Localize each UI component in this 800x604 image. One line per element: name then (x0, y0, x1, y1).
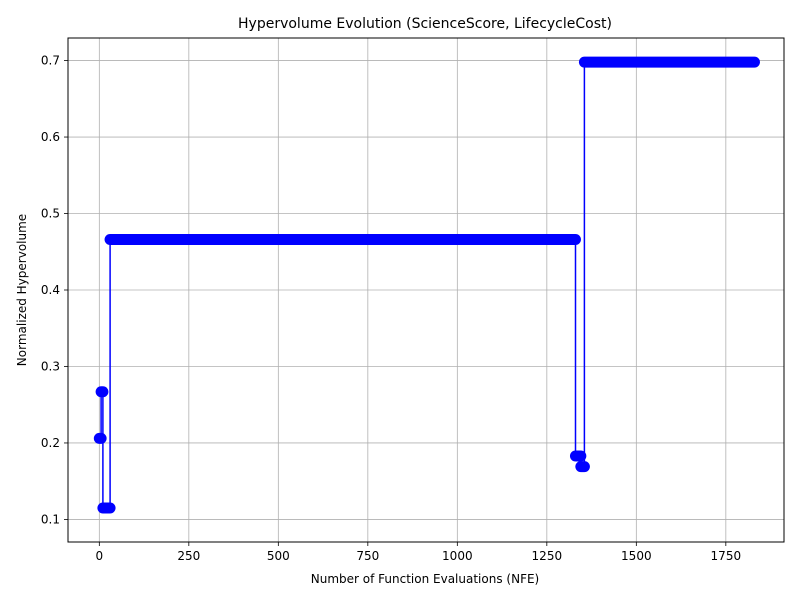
x-tick-label: 1500 (621, 549, 652, 563)
x-tick-label: 250 (177, 549, 200, 563)
x-axis-label: Number of Function Evaluations (NFE) (311, 572, 539, 586)
y-tick-label: 0.2 (41, 436, 60, 450)
y-axis-label: Normalized Hypervolume (15, 214, 29, 366)
y-tick-label: 0.4 (41, 283, 60, 297)
x-tick-label: 750 (356, 549, 379, 563)
series-hypervolume (93, 56, 760, 514)
x-tick-label: 1000 (442, 549, 473, 563)
y-tick-label: 0.1 (41, 512, 60, 526)
axis-ticks: 0 250 500 750 1000 1250 1500 1750 0.1 0.2 0.3 0.4 0.… (41, 54, 741, 563)
x-tick-label: 1250 (532, 549, 563, 563)
chart-title: Hypervolume Evolution (ScienceScore, Lif… (238, 16, 612, 32)
y-tick-label: 0.5 (41, 207, 60, 221)
y-tick-label: 0.3 (41, 359, 60, 373)
grid (68, 38, 784, 542)
x-tick-label: 500 (267, 549, 290, 563)
x-tick-label: 1750 (711, 549, 742, 563)
y-tick-label: 0.6 (41, 130, 60, 144)
y-tick-label: 0.7 (41, 54, 60, 68)
x-tick-label: 0 (96, 549, 104, 563)
